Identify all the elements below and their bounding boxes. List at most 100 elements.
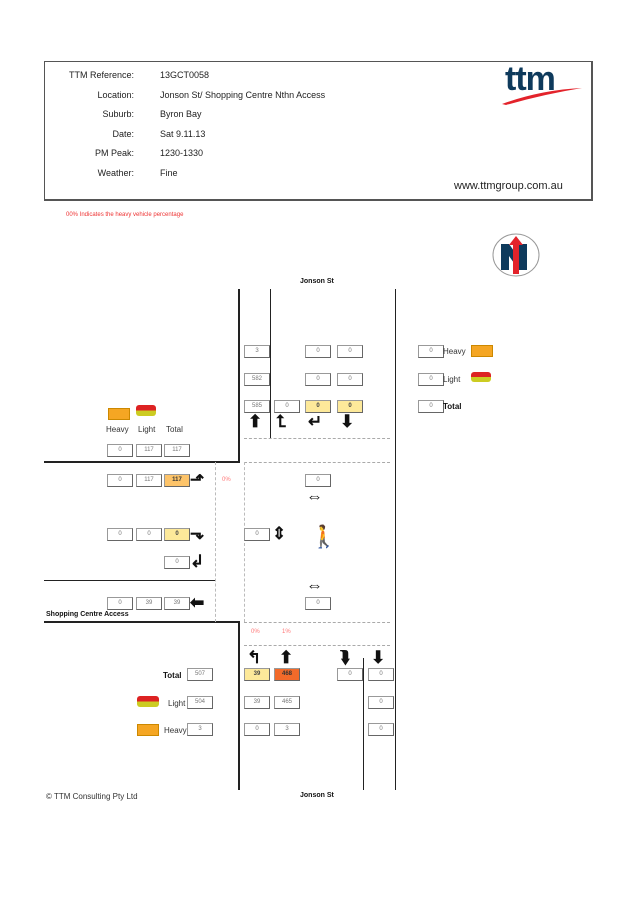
count-box: 117 xyxy=(164,474,190,487)
col-light: Light xyxy=(138,425,156,434)
count-box: 0 xyxy=(107,597,133,610)
legend-total: Total xyxy=(443,402,462,411)
ped-count-box: 0 xyxy=(305,597,331,610)
count-box: 0 xyxy=(164,556,190,569)
field-label: Location: xyxy=(97,89,134,100)
field-value: Byron Bay xyxy=(160,109,202,119)
count-box: 3 xyxy=(244,345,270,358)
bidirectional-arrow-icon: ⇔ xyxy=(306,576,323,595)
ped-count-box: 0 xyxy=(244,528,270,541)
curb xyxy=(44,461,240,463)
curb xyxy=(238,289,240,462)
arrow-left-turn-icon: ⬏ xyxy=(190,470,205,489)
stop-line xyxy=(215,462,216,622)
count-box: 0 xyxy=(337,345,363,358)
col-heavy: Heavy xyxy=(106,425,129,434)
count-box: 0 xyxy=(337,668,363,681)
hv-percent: 0% xyxy=(251,629,260,635)
header-box xyxy=(44,61,593,201)
count-box: 0 xyxy=(305,345,331,358)
hv-note: 00% Indicates the heavy vehicle percenta… xyxy=(66,212,184,218)
car-icon xyxy=(136,405,156,416)
count-box: 0 xyxy=(368,723,394,736)
car-icon xyxy=(471,372,491,382)
count-box: 0 xyxy=(337,400,363,413)
legend-box: 0 xyxy=(418,400,444,413)
median xyxy=(363,658,364,790)
field-label: PM Peak: xyxy=(94,148,134,158)
field-value: 1230-1330 xyxy=(160,148,204,158)
ttm-logo: ttm xyxy=(505,60,556,98)
legend-box: 0 xyxy=(418,373,444,386)
count-box: 0 xyxy=(164,528,190,541)
field-value: Sat 9.11.13 xyxy=(160,128,206,139)
hv-percent: 1% xyxy=(282,629,291,635)
field-value: Jonson St/ Shopping Centre Nthn Access xyxy=(160,89,326,100)
count-box: 0 xyxy=(136,528,162,541)
stop-line xyxy=(244,462,390,463)
count-box: 0 xyxy=(305,373,331,386)
count-box: 39 xyxy=(164,597,190,610)
truck-icon xyxy=(108,408,130,420)
arrow-down-icon: ⬇ xyxy=(340,412,355,431)
curb xyxy=(395,289,396,790)
count-box: 3 xyxy=(187,723,213,736)
stop-line xyxy=(244,622,390,623)
median xyxy=(44,580,216,581)
count-box: 585 xyxy=(244,400,270,413)
count-box: 0 xyxy=(107,474,133,487)
pedestrian-icon: 🚶 xyxy=(310,524,338,549)
count-box: 0 xyxy=(368,696,394,709)
website: www.ttmgroup.com.au xyxy=(454,180,563,192)
legend-box: 0 xyxy=(418,345,444,358)
copyright: © TTM Consulting Pty Ltd xyxy=(46,792,138,801)
ped-count-box: 0 xyxy=(305,474,331,487)
ttm-logo-swoosh xyxy=(502,88,582,105)
count-box: 468 xyxy=(274,668,300,681)
truck-icon xyxy=(137,724,159,736)
stop-line xyxy=(244,645,390,646)
count-box: 0 xyxy=(337,373,363,386)
stop-line xyxy=(244,462,245,622)
legend-light: Light xyxy=(443,375,461,384)
arrow-right-turn-icon: ⬎ xyxy=(190,524,205,543)
arrow-up-icon: ⬆ xyxy=(248,412,263,431)
row-total: Total xyxy=(163,671,182,680)
legend-heavy: Heavy xyxy=(443,347,466,356)
field-label: TTM Reference: xyxy=(68,70,134,80)
count-box: 582 xyxy=(244,373,270,386)
arrow-left-turn-icon: ↰ xyxy=(247,648,262,667)
count-box: 117 xyxy=(136,474,162,487)
count-box: 39 xyxy=(244,696,270,709)
count-box: 504 xyxy=(187,696,213,709)
field-label: Suburb: xyxy=(102,109,134,119)
count-box: 0 xyxy=(274,400,300,413)
u-turn-arrow-icon: ⮤ xyxy=(276,412,287,431)
car-icon xyxy=(137,696,159,707)
truck-icon xyxy=(471,345,493,357)
count-box: 117 xyxy=(164,444,190,457)
north-arrow-icon xyxy=(492,233,540,277)
bidirectional-arrow-icon: ⇔ xyxy=(306,487,323,506)
field-value: 13GCT0058 xyxy=(160,70,210,80)
count-box: 39 xyxy=(244,668,270,681)
count-box: 507 xyxy=(187,668,213,681)
u-turn-arrow-icon: ⮯ xyxy=(340,648,351,667)
count-box: 0 xyxy=(107,528,133,541)
road-north-label: Jonson St xyxy=(300,278,334,285)
median xyxy=(270,289,271,439)
row-heavy: Heavy xyxy=(164,726,187,735)
road-south-label: Jonson St xyxy=(300,792,334,799)
arrow-turn-left-icon: ↵ xyxy=(308,412,323,431)
count-box: 0 xyxy=(305,400,331,413)
count-box: 39 xyxy=(136,597,162,610)
count-box: 0 xyxy=(107,444,133,457)
count-box: 0 xyxy=(244,723,270,736)
count-box: 465 xyxy=(274,696,300,709)
road-west-label: Shopping Centre Access xyxy=(46,611,129,618)
u-turn-arrow-icon: ↲ xyxy=(190,552,205,571)
curb xyxy=(44,621,240,623)
field-value: Fine xyxy=(160,167,178,178)
count-box: 3 xyxy=(274,723,300,736)
